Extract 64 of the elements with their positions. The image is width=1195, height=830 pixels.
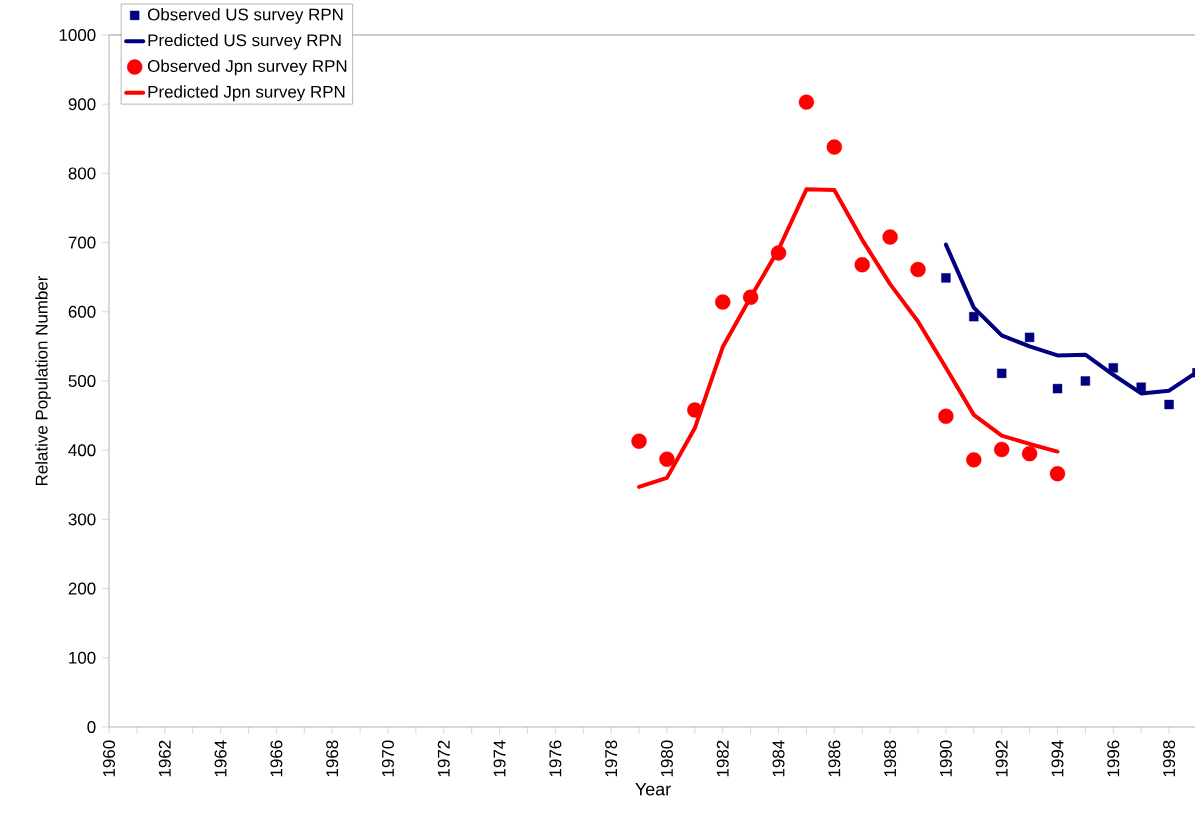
legend-label: Predicted Jpn survey RPN (148, 85, 345, 102)
y-tick-label: 0 (87, 720, 96, 733)
point (631, 433, 647, 449)
point (966, 452, 982, 468)
x-axis-title: Year (635, 782, 671, 796)
x-tick-label: 1982 (716, 740, 729, 777)
y-tick-label: 100 (69, 651, 96, 664)
x-tick-label: 1990 (939, 740, 952, 777)
line-series (943, 242, 1195, 396)
x-tick-label: 1968 (326, 740, 339, 777)
x-tick-label: 1972 (437, 740, 450, 777)
point (854, 257, 870, 273)
x-tick-label: 1962 (158, 740, 171, 777)
y-tick-label: 700 (68, 236, 96, 249)
point (826, 139, 842, 155)
point (941, 273, 951, 283)
x-tick-label: 1970 (381, 740, 394, 777)
point (659, 451, 675, 467)
point (1049, 466, 1066, 482)
legend-label: Observed US survey RPN (147, 8, 343, 24)
point (1024, 332, 1035, 343)
legend-label: Observed Jpn survey RPN (147, 59, 347, 76)
x-tick-label: 1986 (828, 740, 841, 777)
point (798, 94, 815, 110)
point (882, 229, 898, 245)
point (1080, 376, 1091, 386)
point (969, 311, 979, 322)
line-series (637, 187, 1060, 489)
x-tick-label: 1988 (884, 740, 897, 777)
y-tick-label: 300 (68, 513, 96, 526)
x-tick-label: 1980 (660, 740, 673, 777)
point (770, 245, 787, 261)
y-tick-label: 200 (68, 582, 96, 595)
y-axis-title: Relative Population Number (35, 275, 51, 486)
x-tick-label: 1978 (605, 740, 618, 777)
legend-label: Predicted US survey RPN (148, 33, 341, 50)
y-tick-label: 500 (68, 374, 96, 387)
y-tick-label: 400 (68, 444, 96, 457)
point (1136, 382, 1146, 392)
point (994, 441, 1010, 458)
x-tick-label: 1984 (772, 740, 785, 777)
point (687, 402, 703, 418)
y-tick-label: 900 (68, 98, 96, 111)
point (938, 408, 954, 424)
x-tick-label: 1976 (549, 740, 562, 777)
point (1052, 383, 1063, 394)
point (910, 261, 926, 278)
point (1108, 363, 1118, 373)
x-tick-label: 1974 (493, 740, 506, 777)
point (1164, 399, 1174, 410)
x-tick-label: 1966 (270, 740, 283, 777)
y-tick-label: 600 (68, 305, 96, 318)
y-tick-label: 1000 (59, 28, 96, 41)
x-tick-label: 1996 (1107, 740, 1120, 777)
x-tick-label: 1994 (1051, 740, 1064, 777)
point (715, 294, 731, 310)
x-tick-label: 1960 (103, 740, 116, 777)
x-tick-label: 1964 (214, 740, 227, 777)
x-tick-label: 1992 (995, 740, 1008, 777)
x-tick-label: 1998 (1163, 740, 1176, 777)
y-tick-label: 800 (68, 167, 96, 180)
point (1021, 445, 1038, 462)
point (997, 368, 1007, 379)
point (742, 289, 759, 305)
